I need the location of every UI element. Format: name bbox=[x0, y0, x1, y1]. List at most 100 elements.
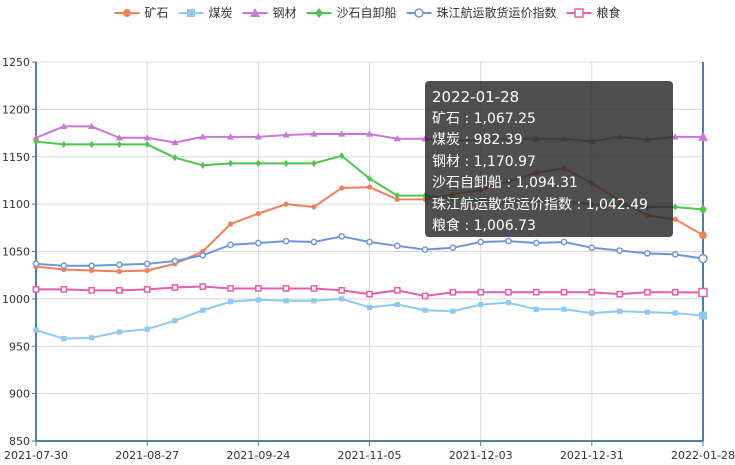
data-point[interactable] bbox=[422, 307, 428, 313]
data-point[interactable] bbox=[505, 300, 512, 306]
data-point[interactable] bbox=[560, 288, 568, 296]
data-point[interactable] bbox=[644, 288, 651, 296]
data-point[interactable] bbox=[310, 285, 318, 292]
data-point[interactable] bbox=[254, 239, 262, 247]
data-point[interactable] bbox=[283, 159, 289, 167]
data-point[interactable] bbox=[394, 301, 400, 308]
series-5[interactable] bbox=[32, 283, 708, 300]
data-point[interactable] bbox=[671, 133, 679, 140]
data-point[interactable] bbox=[588, 244, 596, 252]
legend-marker[interactable] bbox=[414, 8, 424, 18]
legend-marker[interactable] bbox=[574, 8, 584, 18]
data-point[interactable] bbox=[144, 267, 150, 274]
data-point[interactable] bbox=[672, 216, 678, 222]
legend-item-3[interactable]: 沙石自卸船 bbox=[306, 5, 397, 20]
legend[interactable]: 矿石 煤炭 钢材 沙石自卸船 珠江航运散货运价指数 粮食 bbox=[114, 5, 621, 20]
data-point[interactable] bbox=[311, 204, 317, 210]
data-point[interactable] bbox=[699, 311, 707, 320]
data-point[interactable] bbox=[88, 335, 95, 341]
data-point[interactable] bbox=[393, 135, 401, 142]
data-point[interactable] bbox=[283, 201, 289, 207]
data-point[interactable] bbox=[227, 299, 234, 305]
data-point[interactable] bbox=[560, 238, 568, 246]
data-point[interactable] bbox=[116, 286, 123, 294]
data-point[interactable] bbox=[672, 203, 678, 211]
data-point[interactable] bbox=[698, 253, 708, 264]
data-point[interactable] bbox=[60, 286, 68, 293]
data-point[interactable] bbox=[338, 286, 346, 294]
data-point[interactable] bbox=[199, 251, 207, 259]
data-point[interactable] bbox=[255, 159, 261, 167]
data-point[interactable] bbox=[366, 238, 373, 246]
data-point[interactable] bbox=[339, 296, 345, 302]
data-point[interactable] bbox=[366, 174, 373, 183]
data-point[interactable] bbox=[172, 318, 178, 324]
data-point[interactable] bbox=[199, 283, 207, 290]
data-point[interactable] bbox=[32, 286, 40, 293]
legend-item-2[interactable]: 钢材 bbox=[242, 6, 297, 20]
data-point[interactable] bbox=[672, 310, 678, 316]
data-point[interactable] bbox=[616, 247, 623, 254]
data-point[interactable] bbox=[532, 239, 540, 247]
data-point[interactable] bbox=[699, 204, 707, 215]
data-point[interactable] bbox=[88, 286, 95, 294]
data-point[interactable] bbox=[144, 140, 150, 149]
data-point[interactable] bbox=[477, 238, 485, 246]
data-point[interactable] bbox=[532, 288, 540, 296]
data-point[interactable] bbox=[226, 133, 235, 140]
data-point[interactable] bbox=[116, 329, 122, 335]
data-point[interactable] bbox=[254, 285, 262, 292]
data-point[interactable] bbox=[171, 138, 179, 146]
data-point[interactable] bbox=[255, 297, 261, 303]
legend-marker[interactable] bbox=[315, 8, 323, 18]
data-point[interactable] bbox=[33, 137, 39, 146]
legend-item-5[interactable]: 粮食 bbox=[566, 5, 621, 20]
data-point[interactable] bbox=[88, 267, 95, 274]
data-point[interactable] bbox=[116, 261, 123, 269]
data-point[interactable] bbox=[449, 244, 457, 252]
data-point[interactable] bbox=[227, 285, 234, 292]
data-point[interactable] bbox=[116, 268, 122, 274]
data-point[interactable] bbox=[115, 134, 123, 141]
data-point[interactable] bbox=[254, 133, 262, 140]
data-point[interactable] bbox=[561, 306, 567, 312]
data-point[interactable] bbox=[338, 232, 346, 240]
data-point[interactable] bbox=[171, 284, 179, 291]
data-point[interactable] bbox=[227, 159, 234, 167]
data-point[interactable] bbox=[310, 238, 318, 246]
legend-marker[interactable] bbox=[250, 8, 260, 17]
legend-item-0[interactable]: 矿石 bbox=[114, 6, 169, 20]
data-point[interactable] bbox=[449, 288, 457, 296]
data-point[interactable] bbox=[282, 285, 290, 292]
legend-marker[interactable] bbox=[123, 9, 131, 17]
data-point[interactable] bbox=[478, 301, 484, 308]
data-point[interactable] bbox=[366, 304, 373, 311]
data-point[interactable] bbox=[393, 242, 401, 250]
data-point[interactable] bbox=[366, 184, 373, 190]
data-point[interactable] bbox=[617, 308, 623, 314]
data-point[interactable] bbox=[477, 288, 485, 296]
data-point[interactable] bbox=[227, 221, 234, 227]
data-point[interactable] bbox=[699, 231, 707, 240]
series-1[interactable] bbox=[33, 296, 707, 342]
data-point[interactable] bbox=[255, 211, 261, 217]
data-point[interactable] bbox=[33, 327, 39, 333]
data-point[interactable] bbox=[32, 260, 40, 268]
data-point[interactable] bbox=[143, 134, 151, 141]
data-point[interactable] bbox=[200, 161, 206, 169]
data-point[interactable] bbox=[143, 260, 151, 268]
data-point[interactable] bbox=[421, 246, 429, 253]
legend-item-4[interactable]: 珠江航运散货运价指数 bbox=[406, 5, 557, 20]
data-point[interactable] bbox=[200, 307, 206, 313]
data-point[interactable] bbox=[32, 134, 40, 141]
data-point[interactable] bbox=[588, 288, 596, 296]
legend-item-1[interactable]: 煤炭 bbox=[178, 6, 233, 20]
data-point[interactable] bbox=[172, 154, 178, 162]
data-point[interactable] bbox=[505, 237, 512, 245]
data-point[interactable] bbox=[60, 262, 68, 270]
data-point[interactable] bbox=[450, 308, 456, 314]
data-point[interactable] bbox=[533, 306, 539, 312]
data-point[interactable] bbox=[589, 310, 595, 316]
data-point[interactable] bbox=[282, 237, 290, 245]
data-point[interactable] bbox=[171, 257, 179, 265]
